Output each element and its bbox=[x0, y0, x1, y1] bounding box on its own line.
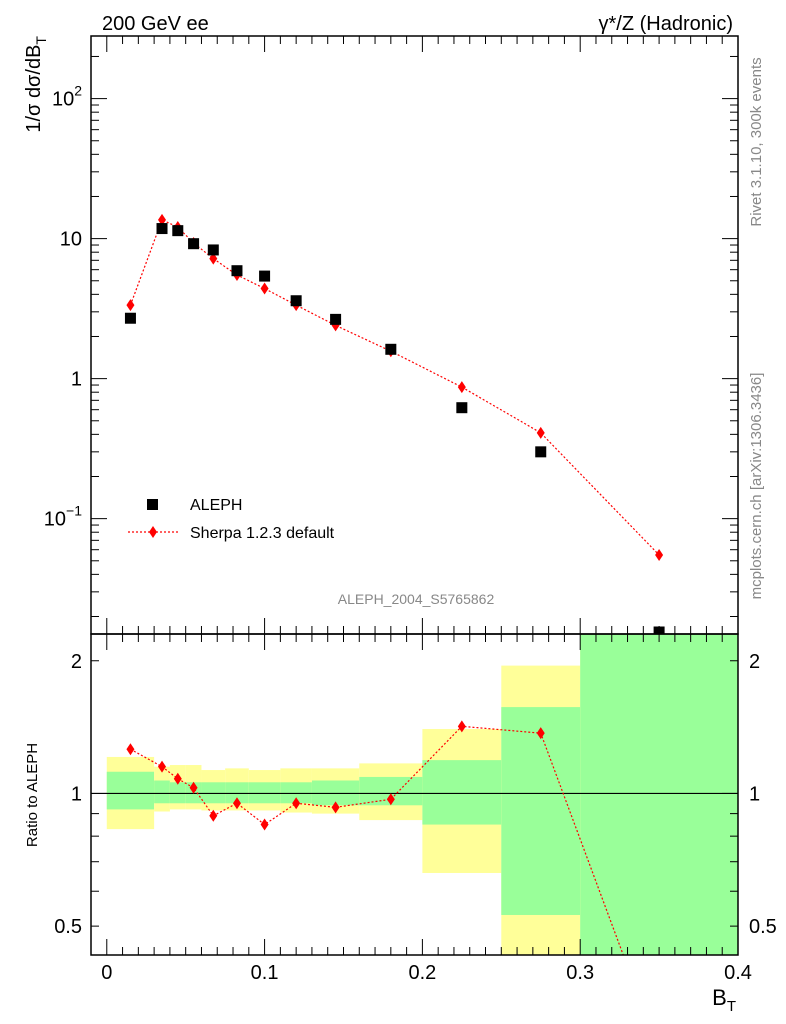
mc-point bbox=[126, 299, 135, 312]
data-point bbox=[124, 312, 136, 324]
x-tick-label: 0.4 bbox=[724, 962, 752, 984]
lower-y-tick-label-right: 0.5 bbox=[749, 916, 777, 938]
legend-marker-aleph bbox=[147, 499, 158, 510]
ratio-band-inner bbox=[201, 782, 226, 804]
mc-point bbox=[158, 213, 167, 226]
ratio-band-inner bbox=[169, 782, 186, 804]
data-point bbox=[290, 295, 302, 307]
lower-ylabel: Ratio to ALEPH bbox=[24, 743, 41, 847]
x-tick-label: 0.3 bbox=[566, 962, 594, 984]
ratio-band-inner bbox=[422, 760, 502, 825]
ratio-uncertainty-bands bbox=[106, 634, 738, 955]
lower-y-tick-label-left: 0.5 bbox=[54, 916, 82, 938]
rivet-label: Rivet 3.1.10, 300k events bbox=[748, 57, 765, 226]
data-point bbox=[456, 402, 468, 414]
ratio-band-inner bbox=[280, 782, 312, 804]
ratio-band-inner bbox=[106, 771, 155, 810]
plot-title-left: 200 GeV ee bbox=[102, 13, 209, 35]
axis-tick-labels: 102 10 1 10−1 0.5 0.5 1 1 2 2 0 0.1 0.2 0.3 0.4 bbox=[44, 83, 777, 984]
lower-y-tick-label-right: 1 bbox=[749, 783, 760, 805]
ratio-mc-point bbox=[189, 781, 198, 794]
lower-y-tick-label-left: 2 bbox=[71, 651, 82, 673]
data-series bbox=[124, 223, 665, 634]
ratio-mc-point bbox=[292, 797, 301, 810]
mc-point bbox=[655, 548, 664, 561]
data-point bbox=[172, 225, 184, 237]
lower-y-tick-label-right: 2 bbox=[749, 651, 760, 673]
ratio-mc-series bbox=[126, 720, 624, 955]
ratio-mc-point bbox=[536, 727, 545, 740]
ratio-band-inner bbox=[154, 780, 170, 804]
ratio-mc-point bbox=[158, 760, 167, 773]
data-point bbox=[207, 244, 219, 256]
data-point bbox=[259, 270, 271, 282]
legend: ALEPH Sherpa 1.2.3 default bbox=[128, 497, 335, 542]
ratio-mc-point bbox=[209, 809, 218, 822]
x-tick-label: 0.1 bbox=[251, 962, 279, 984]
ratio-band-inner bbox=[580, 634, 738, 955]
ratio-mc-point bbox=[260, 818, 269, 831]
axis-ticks bbox=[91, 36, 739, 955]
data-point bbox=[330, 313, 342, 325]
mc-point bbox=[457, 381, 466, 394]
ratio-band-inner bbox=[501, 707, 581, 915]
x-tick-label: 0 bbox=[101, 962, 112, 984]
ratio-mc-point bbox=[457, 720, 466, 733]
data-point bbox=[535, 446, 547, 458]
lower-y-tick-label-left: 1 bbox=[71, 783, 82, 805]
ratio-mc-point bbox=[173, 772, 182, 785]
plot-title-right: γ*/Z (Hadronic) bbox=[599, 13, 733, 35]
data-point bbox=[156, 223, 168, 235]
x-axis-label: BT bbox=[712, 985, 736, 1015]
legend-label-sherpa: Sherpa 1.2.3 default bbox=[190, 525, 335, 542]
mc-point bbox=[260, 282, 269, 295]
x-tick-label: 0.2 bbox=[408, 962, 436, 984]
legend-label-aleph: ALEPH bbox=[190, 497, 242, 514]
legend-marker-sherpa bbox=[149, 526, 157, 538]
upper-y-tick-label: 10−1 bbox=[44, 503, 82, 531]
upper-ylabel: 1/σ dσ/dBT bbox=[23, 36, 49, 133]
upper-y-tick-label: 102 bbox=[52, 83, 82, 111]
ratio-mc-point bbox=[386, 793, 395, 806]
upper-y-tick-label: 10 bbox=[60, 229, 82, 251]
analysis-watermark: ALEPH_2004_S5765862 bbox=[338, 591, 495, 607]
ratio-mc-point bbox=[232, 797, 241, 810]
mc-point bbox=[536, 426, 545, 439]
upper-y-tick-label: 1 bbox=[71, 369, 82, 391]
mcplots-label: mcplots.cern.ch [arXiv:1306.3436] bbox=[748, 373, 765, 600]
ratio-mc-point bbox=[331, 801, 340, 814]
data-point bbox=[385, 343, 397, 355]
data-point bbox=[231, 265, 243, 277]
lower-panel-frame bbox=[90, 633, 739, 956]
ratio-band-inner bbox=[248, 782, 281, 804]
ratio-mc-point bbox=[126, 743, 135, 756]
data-point bbox=[188, 238, 200, 250]
ratio-band-inner bbox=[225, 782, 249, 804]
mc-point bbox=[209, 252, 218, 265]
upper-panel-frame bbox=[90, 35, 739, 635]
